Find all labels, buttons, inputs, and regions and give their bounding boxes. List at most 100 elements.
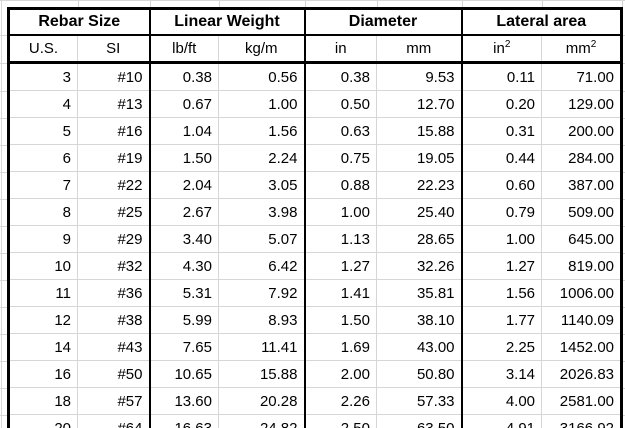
cell-mm2[interactable]: 2026.83 xyxy=(541,360,622,388)
cell-in[interactable]: 1.00 xyxy=(304,198,377,226)
cell-si[interactable]: #43 xyxy=(77,333,151,361)
cell-lbft[interactable]: 4.30 xyxy=(149,252,219,280)
cell-mm2[interactable]: 1140.09 xyxy=(541,306,622,334)
cell-us[interactable]: 12 xyxy=(8,306,78,334)
cell-in2[interactable]: 4.91 xyxy=(461,414,543,428)
cell-kgm[interactable]: 2.24 xyxy=(218,144,306,172)
cell-si[interactable]: #22 xyxy=(77,171,151,199)
cell-mm2[interactable]: 2581.00 xyxy=(541,387,622,415)
cell-si[interactable]: #19 xyxy=(77,144,151,172)
cell-in2[interactable]: 1.27 xyxy=(461,252,543,280)
cell-lbft[interactable]: 0.38 xyxy=(149,62,219,91)
cell-us[interactable]: 3 xyxy=(8,62,78,91)
cell-kgm[interactable]: 3.98 xyxy=(218,198,306,226)
cell-kgm[interactable]: 20.28 xyxy=(218,387,306,415)
cell-lbft[interactable]: 7.65 xyxy=(149,333,219,361)
cell-mm2[interactable]: 71.00 xyxy=(541,62,622,91)
group-header-rebar-size[interactable]: Rebar Size xyxy=(8,8,151,36)
cell-mm[interactable]: 43.00 xyxy=(376,333,463,361)
cell-in[interactable]: 1.27 xyxy=(304,252,377,280)
cell-mm[interactable]: 28.65 xyxy=(376,225,463,253)
cell-mm[interactable]: 19.05 xyxy=(376,144,463,172)
cell-mm2[interactable]: 819.00 xyxy=(541,252,622,280)
cell-lbft[interactable]: 5.31 xyxy=(149,279,219,307)
cell-us[interactable]: 9 xyxy=(8,225,78,253)
cell-lbft[interactable]: 16.63 xyxy=(149,414,219,428)
cell-in[interactable]: 2.26 xyxy=(304,387,377,415)
cell-mm[interactable]: 15.88 xyxy=(376,117,463,145)
cell-us[interactable]: 16 xyxy=(8,360,78,388)
cell-us[interactable]: 6 xyxy=(8,144,78,172)
group-header-diameter[interactable]: Diameter xyxy=(304,8,463,36)
cell-lbft[interactable]: 2.04 xyxy=(149,171,219,199)
cell-si[interactable]: #16 xyxy=(77,117,151,145)
cell-in[interactable]: 0.88 xyxy=(304,171,377,199)
cell-mm[interactable]: 25.40 xyxy=(376,198,463,226)
cell-mm2[interactable]: 509.00 xyxy=(541,198,622,226)
column-header-lbft[interactable]: lb/ft xyxy=(149,35,219,64)
cell-mm2[interactable]: 645.00 xyxy=(541,225,622,253)
cell-mm2[interactable]: 387.00 xyxy=(541,171,622,199)
cell-in2[interactable]: 0.11 xyxy=(461,62,543,91)
cell-in[interactable]: 1.69 xyxy=(304,333,377,361)
cell-mm[interactable]: 38.10 xyxy=(376,306,463,334)
group-header-linear-weight[interactable]: Linear Weight xyxy=(149,8,306,36)
cell-in2[interactable]: 0.60 xyxy=(461,171,543,199)
cell-kgm[interactable]: 1.00 xyxy=(218,90,306,118)
cell-kgm[interactable]: 11.41 xyxy=(218,333,306,361)
cell-si[interactable]: #10 xyxy=(77,62,151,91)
cell-in[interactable]: 2.50 xyxy=(304,414,377,428)
cell-si[interactable]: #38 xyxy=(77,306,151,334)
cell-si[interactable]: #64 xyxy=(77,414,151,428)
cell-us[interactable]: 11 xyxy=(8,279,78,307)
cell-us[interactable]: 8 xyxy=(8,198,78,226)
cell-kgm[interactable]: 24.82 xyxy=(218,414,306,428)
cell-si[interactable]: #32 xyxy=(77,252,151,280)
column-header-in[interactable]: in xyxy=(304,35,377,64)
cell-in[interactable]: 1.50 xyxy=(304,306,377,334)
cell-us[interactable]: 4 xyxy=(8,90,78,118)
cell-mm[interactable]: 32.26 xyxy=(376,252,463,280)
cell-mm[interactable]: 22.23 xyxy=(376,171,463,199)
cell-kgm[interactable]: 6.42 xyxy=(218,252,306,280)
cell-in[interactable]: 0.75 xyxy=(304,144,377,172)
cell-us[interactable]: 10 xyxy=(8,252,78,280)
cell-mm2[interactable]: 1452.00 xyxy=(541,333,622,361)
cell-kgm[interactable]: 3.05 xyxy=(218,171,306,199)
cell-in[interactable]: 0.50 xyxy=(304,90,377,118)
cell-kgm[interactable]: 1.56 xyxy=(218,117,306,145)
cell-in[interactable]: 2.00 xyxy=(304,360,377,388)
cell-mm2[interactable]: 1006.00 xyxy=(541,279,622,307)
cell-in2[interactable]: 0.31 xyxy=(461,117,543,145)
cell-lbft[interactable]: 0.67 xyxy=(149,90,219,118)
cell-us[interactable]: 14 xyxy=(8,333,78,361)
column-header-mm[interactable]: mm xyxy=(376,35,463,64)
column-header-us[interactable]: U.S. xyxy=(8,35,78,64)
cell-mm[interactable]: 35.81 xyxy=(376,279,463,307)
cell-in2[interactable]: 0.79 xyxy=(461,198,543,226)
cell-mm[interactable]: 9.53 xyxy=(376,62,463,91)
cell-kgm[interactable]: 5.07 xyxy=(218,225,306,253)
cell-mm2[interactable]: 200.00 xyxy=(541,117,622,145)
column-header-in2[interactable]: in2 xyxy=(461,35,543,64)
cell-in[interactable]: 0.38 xyxy=(304,62,377,91)
cell-in2[interactable]: 3.14 xyxy=(461,360,543,388)
cell-mm[interactable]: 50.80 xyxy=(376,360,463,388)
cell-in2[interactable]: 1.56 xyxy=(461,279,543,307)
cell-si[interactable]: #25 xyxy=(77,198,151,226)
cell-in2[interactable]: 1.00 xyxy=(461,225,543,253)
cell-us[interactable]: 7 xyxy=(8,171,78,199)
cell-in[interactable]: 1.41 xyxy=(304,279,377,307)
cell-mm2[interactable]: 3166.92 xyxy=(559,419,615,428)
group-header-lateral-area[interactable]: Lateral area xyxy=(461,8,622,36)
cell-lbft[interactable]: 1.50 xyxy=(149,144,219,172)
cell-us[interactable]: 18 xyxy=(8,387,78,415)
cell-lbft[interactable]: 1.04 xyxy=(149,117,219,145)
cell-us[interactable]: 20 xyxy=(8,414,78,428)
cell-mm[interactable]: 57.33 xyxy=(376,387,463,415)
cell-mm2[interactable]: 129.00 xyxy=(541,90,622,118)
cell-in[interactable]: 1.13 xyxy=(304,225,377,253)
cell-kgm[interactable]: 15.88 xyxy=(218,360,306,388)
cell-in2[interactable]: 2.25 xyxy=(461,333,543,361)
cell-lbft[interactable]: 2.67 xyxy=(149,198,219,226)
